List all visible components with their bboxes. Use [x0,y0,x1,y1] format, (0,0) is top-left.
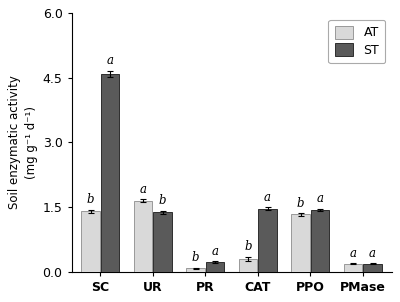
Text: a: a [107,54,114,67]
Bar [82,211,100,271]
Text: a: a [212,245,218,258]
Text: a: a [316,192,324,205]
Text: b: b [192,251,199,264]
Bar [186,268,205,271]
Bar [134,201,152,271]
Text: a: a [264,191,271,204]
Bar [292,214,310,271]
Text: b: b [87,193,94,206]
Text: b: b [244,240,252,253]
Text: a: a [350,247,356,260]
Bar [258,209,277,271]
Text: b: b [297,197,304,210]
Bar [363,264,382,271]
Bar [206,262,224,271]
Text: b: b [159,194,166,207]
Bar [311,210,329,271]
Text: a: a [369,247,376,260]
Bar [153,212,172,271]
Y-axis label: Soil enzymatic activity
(mg g⁻¹ d⁻¹): Soil enzymatic activity (mg g⁻¹ d⁻¹) [8,76,38,209]
Bar [239,259,257,271]
Bar [344,264,362,271]
Legend: AT, ST: AT, ST [328,20,386,63]
Text: a: a [140,183,147,196]
Bar [101,74,119,271]
